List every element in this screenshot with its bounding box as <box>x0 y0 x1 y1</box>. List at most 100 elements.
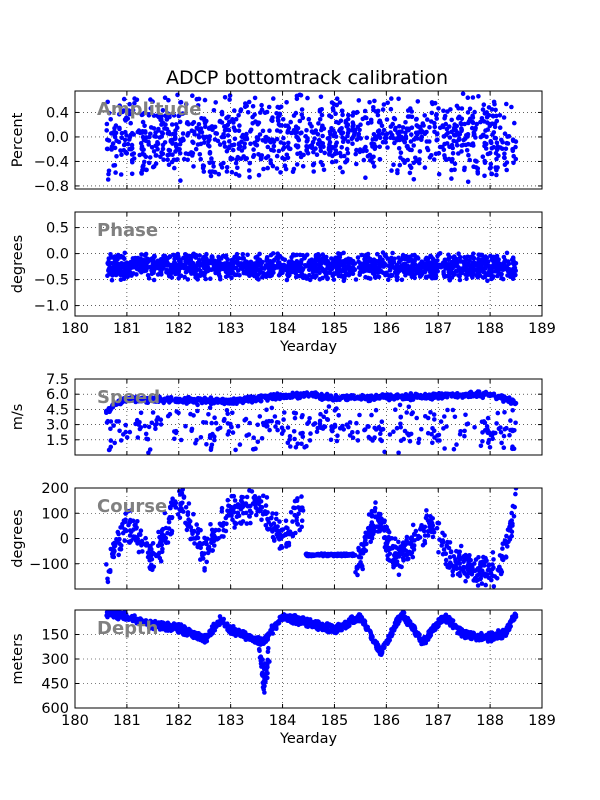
amplitude-point <box>409 147 414 153</box>
speed-point <box>336 413 342 418</box>
speed-point <box>463 412 468 418</box>
course-point <box>443 551 449 556</box>
amplitude-point <box>340 139 346 144</box>
phase-point <box>197 257 202 263</box>
amplitude-point <box>174 157 179 163</box>
amplitude-point <box>497 125 503 130</box>
course-point <box>277 519 282 524</box>
course-point <box>244 494 250 500</box>
phase-point <box>397 259 402 265</box>
phase-point <box>457 254 463 260</box>
speed-point <box>257 414 263 419</box>
course-point <box>475 573 480 578</box>
amplitude-point <box>108 117 113 122</box>
course-point <box>191 511 196 517</box>
speed-point <box>472 425 477 430</box>
speed-point <box>402 428 408 434</box>
course-point <box>420 542 426 548</box>
course-point <box>208 522 213 527</box>
amplitude-point <box>233 116 239 122</box>
course-point <box>372 505 378 511</box>
course-point <box>353 570 358 575</box>
amplitude-point <box>236 113 241 118</box>
amplitude-point <box>224 169 230 174</box>
phase-point <box>130 256 136 261</box>
course-point <box>277 546 283 551</box>
phase-point <box>369 265 375 271</box>
amplitude-point <box>350 134 356 140</box>
speed-point <box>401 436 407 442</box>
amplitude-point <box>337 128 342 133</box>
phase-point <box>141 257 146 263</box>
phase-point <box>141 267 147 272</box>
amplitude-point <box>173 122 179 127</box>
amplitude-point <box>230 117 235 122</box>
speed-point <box>293 411 299 416</box>
phase-point <box>376 274 382 280</box>
course-point <box>264 495 270 500</box>
amplitude-point <box>190 121 195 127</box>
amplitude-point <box>329 126 334 131</box>
amplitude-point <box>512 120 517 126</box>
phase-point <box>362 267 368 273</box>
amplitude-point <box>140 134 146 140</box>
amplitude-point <box>454 103 460 109</box>
course-point <box>462 570 467 576</box>
phase-point <box>386 273 392 278</box>
phase-point <box>232 272 238 278</box>
course-point <box>123 511 128 516</box>
amplitude-point <box>502 151 507 156</box>
speed-point <box>387 432 393 437</box>
phase-point <box>187 268 193 273</box>
speed-point <box>344 422 350 428</box>
phase-point <box>262 273 268 279</box>
speed-point <box>174 409 179 414</box>
phase-point <box>357 270 363 275</box>
amplitude-point <box>166 97 171 103</box>
amplitude-point <box>195 142 201 147</box>
amplitude-point <box>389 168 394 173</box>
amplitude-point <box>171 113 177 118</box>
course-point <box>450 572 456 578</box>
speed-point <box>419 426 424 432</box>
amplitude-point <box>248 141 253 147</box>
amplitude-points <box>104 91 519 185</box>
amplitude-point <box>196 122 202 127</box>
amplitude-point <box>138 141 144 146</box>
course-point <box>448 549 454 554</box>
speed-point <box>458 429 463 434</box>
speed-point <box>212 434 217 439</box>
phase-xtick-label: 185 <box>321 321 349 337</box>
course-point <box>365 525 371 531</box>
amplitude-point <box>432 124 438 130</box>
amplitude-point <box>235 165 240 171</box>
amplitude-point <box>271 143 277 149</box>
phase-point <box>336 257 342 263</box>
amplitude-point <box>276 148 282 154</box>
speed-point <box>362 427 367 433</box>
phase-point <box>469 272 475 278</box>
amplitude-point <box>319 112 325 118</box>
speed-point <box>399 394 405 399</box>
course-point <box>115 540 120 545</box>
speed-point <box>124 435 130 440</box>
phase-point <box>488 253 493 259</box>
phase-point <box>306 260 312 266</box>
speed-point <box>340 423 345 429</box>
phase-point <box>338 269 343 274</box>
phase-point <box>317 270 322 276</box>
speed-point <box>435 433 440 438</box>
amplitude-point <box>472 132 477 137</box>
amplitude-point <box>375 112 381 118</box>
speed-point <box>391 394 396 399</box>
amplitude-point <box>251 154 256 159</box>
amplitude-point <box>131 156 137 161</box>
amplitude-point <box>132 101 137 106</box>
course-point <box>425 529 431 534</box>
amplitude-point <box>409 114 415 120</box>
phase-point <box>453 260 458 266</box>
amplitude-point <box>129 171 135 177</box>
amplitude-point <box>278 140 284 145</box>
amplitude-point <box>153 161 159 166</box>
amplitude-point <box>337 165 343 170</box>
